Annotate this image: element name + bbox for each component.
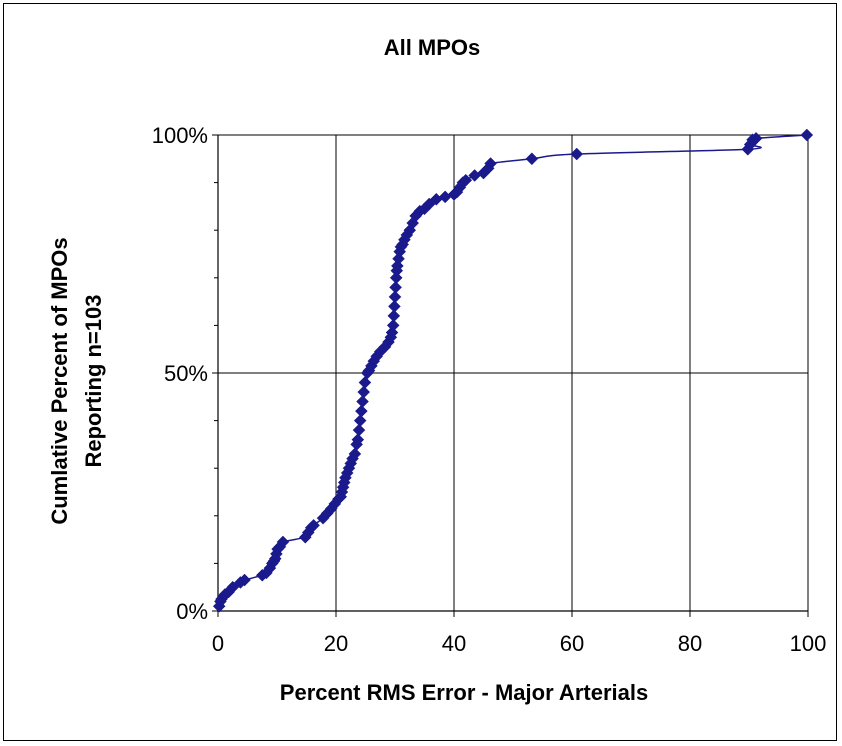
x-tick-label-2: 40 (442, 631, 466, 656)
x-tick-label-1: 20 (324, 631, 348, 656)
series-layer (212, 128, 814, 613)
x-tick-label-4: 80 (678, 631, 702, 656)
data-point-86 (484, 157, 497, 170)
data-point-92 (749, 131, 763, 145)
data-point-6 (226, 580, 240, 594)
axis-layer (212, 134, 809, 617)
x-axis-title: Percent RMS Error - Major Arterials (280, 680, 648, 705)
data-point-43 (356, 395, 369, 408)
x-tick-label-5: 100 (790, 631, 827, 656)
data-point-61 (389, 271, 403, 285)
data-point-93 (800, 128, 814, 142)
x-tick-label-0: 0 (212, 631, 224, 656)
chart-frame: All MPOs Percent RMS Error - Major Arter… (3, 3, 837, 741)
data-point-22 (307, 518, 320, 532)
data-point-58 (388, 300, 401, 313)
data-point-37 (348, 447, 362, 461)
data-point-18 (276, 535, 290, 549)
grid-layer (218, 134, 809, 611)
y-tick-label-0: 0% (176, 599, 208, 624)
data-point-59 (388, 290, 402, 304)
data-point-87 (525, 152, 539, 166)
data-point-82 (459, 173, 473, 187)
data-point-40 (352, 423, 366, 437)
data-point-42 (355, 404, 368, 418)
data-point-45 (358, 376, 372, 389)
chart-svg: All MPOs Percent RMS Error - Major Arter… (47, 35, 826, 705)
x-tick-label-3: 60 (560, 631, 584, 656)
data-point-56 (386, 319, 400, 332)
data-point-39 (351, 433, 365, 446)
data-point-44 (357, 385, 371, 399)
data-point-57 (387, 309, 401, 323)
data-point-41 (353, 414, 367, 427)
y-tick-label-1: 50% (164, 361, 208, 386)
chart-title: All MPOs (384, 35, 481, 60)
label-layer: All MPOs Percent RMS Error - Major Arter… (47, 35, 826, 705)
data-point-77 (438, 190, 452, 204)
y-tick-label-2: 100% (152, 123, 208, 148)
data-point-88 (570, 147, 584, 161)
y-axis-title-line-2: Reporting n=103 (81, 295, 106, 468)
y-axis-title-line-1: Cumlative Percent of MPOs (47, 237, 72, 524)
data-point-60 (389, 280, 402, 294)
data-point-8 (238, 573, 251, 587)
